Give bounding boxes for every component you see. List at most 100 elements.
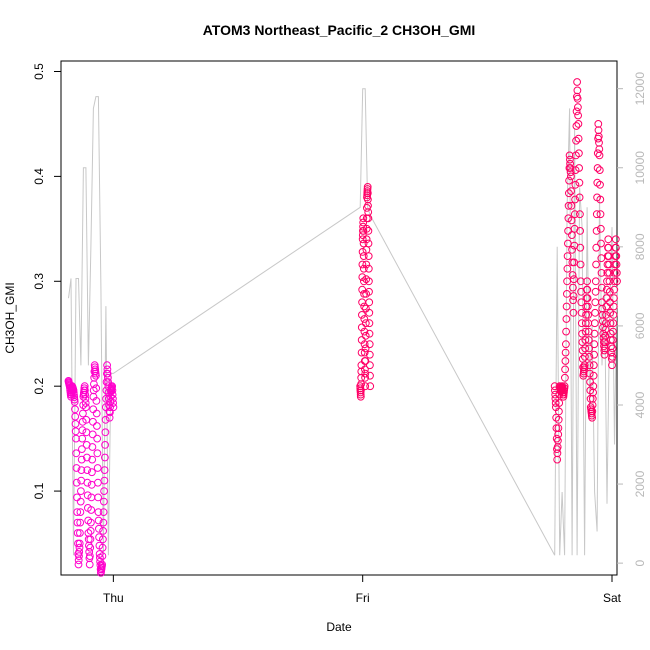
data-point: [596, 210, 605, 219]
data-point: [568, 271, 577, 279]
data-point: [551, 399, 560, 407]
data-point: [98, 543, 107, 552]
data-point: [566, 168, 575, 177]
data-point: [605, 277, 614, 286]
data-point: [576, 243, 585, 252]
y-tick-label: 0.2: [32, 378, 46, 395]
data-point: [364, 214, 373, 223]
data-point: [73, 508, 82, 516]
data-point: [596, 195, 605, 204]
data-point: [563, 252, 572, 261]
data-point: [356, 390, 365, 399]
data-point: [575, 164, 583, 172]
data-point: [86, 535, 95, 544]
data-point: [577, 298, 586, 307]
data-point: [92, 397, 101, 405]
data-point: [358, 248, 367, 256]
y-tick-label: 0.4: [32, 168, 46, 185]
data-point: [609, 319, 618, 328]
data-point: [359, 214, 368, 223]
data-point: [575, 178, 584, 187]
data-point: [73, 493, 81, 502]
data-point: [574, 134, 583, 143]
data-point: [88, 455, 97, 464]
altitude-line: [68, 88, 618, 556]
data-point: [81, 390, 90, 399]
data-point: [564, 201, 573, 210]
data-point: [77, 487, 85, 496]
data-point: [101, 428, 110, 437]
data-point: [100, 497, 108, 506]
data-point: [81, 394, 90, 403]
data-point: [595, 138, 603, 147]
data-point: [574, 120, 583, 128]
data-point: [76, 518, 85, 527]
altitude-line-layer: [68, 88, 618, 556]
data-point: [108, 386, 117, 395]
data-point: [575, 149, 583, 158]
data-point: [361, 382, 370, 391]
data-point: [580, 352, 589, 361]
data-point: [89, 405, 98, 414]
data-point: [588, 401, 597, 410]
data-point: [365, 308, 374, 317]
data-point: [554, 424, 563, 433]
data-point: [95, 524, 103, 533]
data-point: [576, 210, 584, 219]
data-point: [577, 319, 586, 328]
data-point: [572, 107, 581, 116]
data-point: [98, 560, 106, 569]
data-point: [566, 155, 574, 164]
points-layer: [64, 78, 621, 577]
data-point: [89, 417, 97, 426]
data-point: [585, 361, 594, 370]
data-point: [590, 340, 599, 349]
data-point: [597, 269, 606, 277]
data-point: [606, 319, 615, 328]
data-point: [87, 506, 96, 514]
data-point: [605, 260, 613, 269]
data-point: [75, 548, 84, 556]
data-point: [566, 159, 574, 168]
data-point: [599, 334, 608, 342]
data-point: [596, 180, 604, 189]
data-point: [571, 210, 579, 219]
data-point: [596, 224, 605, 233]
data-point: [573, 78, 581, 86]
data-point: [561, 365, 569, 374]
data-point: [562, 302, 571, 311]
data-point: [571, 195, 579, 204]
data-point: [361, 373, 370, 382]
data-point: [92, 384, 101, 393]
data-point: [75, 543, 84, 552]
data-point: [589, 361, 598, 370]
y2-tick-label: 4000: [633, 391, 647, 418]
data-point: [561, 348, 570, 357]
data-point: [563, 290, 571, 298]
data-point: [79, 409, 87, 418]
data-point: [73, 518, 82, 527]
data-point: [592, 243, 601, 252]
data-point: [364, 227, 373, 235]
data-point: [594, 120, 603, 128]
data-point: [366, 371, 374, 380]
data-point: [562, 315, 571, 323]
data-point: [553, 449, 562, 458]
data-point: [77, 466, 86, 475]
data-point: [82, 403, 90, 412]
data-point: [76, 497, 85, 506]
data-point: [83, 491, 92, 500]
data-point: [570, 224, 579, 233]
data-point: [357, 323, 366, 332]
data-point: [590, 350, 598, 359]
data-point: [594, 126, 603, 135]
data-point: [602, 311, 610, 319]
data-point: [585, 369, 594, 378]
data-point: [595, 145, 604, 154]
data-point: [103, 361, 111, 370]
data-point: [72, 478, 81, 487]
data-point: [96, 553, 104, 562]
y-axis-label: CH3OH_GMI: [3, 282, 17, 353]
data-point: [105, 413, 114, 422]
data-point: [101, 415, 110, 424]
